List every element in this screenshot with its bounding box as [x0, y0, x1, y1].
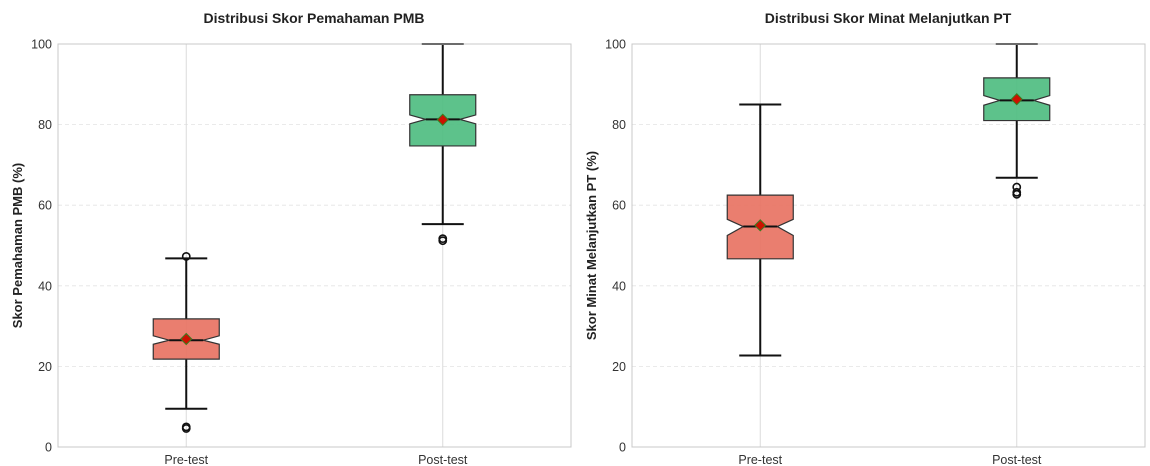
chart-title: Distribusi Skor Minat Melanjutkan PT — [765, 10, 1012, 26]
outlier-point — [1012, 182, 1022, 192]
y-tick-label: 100 — [605, 38, 626, 52]
y-tick-label: 0 — [45, 441, 52, 455]
plot-frame — [57, 43, 572, 448]
y-tick-label: 20 — [612, 360, 626, 374]
y-tick-label: 100 — [31, 38, 52, 52]
y-axis-label: Skor Pemahaman PMB (%) — [10, 163, 25, 328]
outlier-point — [181, 251, 191, 261]
y-tick-label: 40 — [38, 279, 52, 293]
x-tick-label: Post-test — [992, 453, 1042, 466]
box-pre-test — [152, 251, 220, 433]
box-pre-test — [726, 103, 794, 357]
y-tick-label: 40 — [612, 279, 626, 293]
mean-marker — [1010, 93, 1023, 106]
x-tick-label: Pre-test — [164, 453, 208, 466]
outlier-point — [438, 234, 448, 244]
chart-panel-2: 0 20 40 60 80 100 Pre-test Post-test Distribusi … — [584, 10, 1146, 466]
mean-marker — [754, 219, 767, 232]
chart-panel-1: 0 20 40 60 80 100 Pre-test Post-test Distribusi … — [10, 10, 572, 466]
chart-title: Distribusi Skor Pemahaman PMB — [204, 10, 425, 26]
plot-frame — [631, 43, 1146, 448]
mean-marker — [436, 113, 449, 126]
outlier-point — [1012, 187, 1022, 197]
plot-area — [632, 44, 1145, 447]
y-tick-label: 0 — [619, 441, 626, 455]
x-tick-label: Pre-test — [738, 453, 782, 466]
mean-marker — [180, 332, 193, 346]
y-axis-label: Skor Minat Melanjutkan PT (%) — [584, 151, 599, 340]
outlier-point — [181, 422, 191, 432]
y-tick-label: 60 — [612, 199, 626, 213]
y-tick-label: 60 — [38, 199, 52, 213]
plot-area — [58, 44, 571, 447]
y-tick-label: 80 — [612, 118, 626, 132]
y-tick-label: 20 — [38, 360, 52, 374]
x-tick-label: Post-test — [418, 453, 468, 466]
y-tick-label: 80 — [38, 118, 52, 132]
